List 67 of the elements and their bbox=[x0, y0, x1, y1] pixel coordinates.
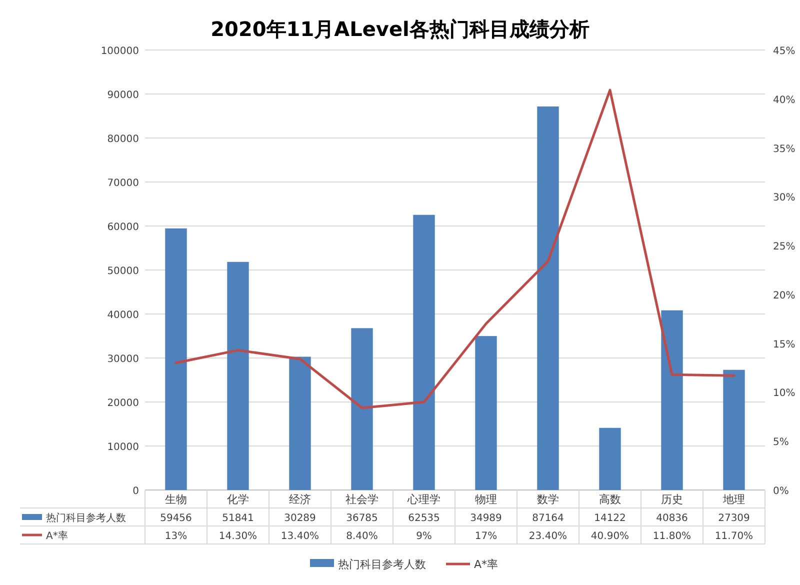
chart-title: 2020年11月ALevel各热门科目成绩分析 bbox=[210, 17, 590, 41]
data-label: 13.40% bbox=[280, 531, 320, 542]
data-label: 36785 bbox=[346, 513, 378, 524]
bar bbox=[537, 106, 559, 490]
legend-label: A*率 bbox=[474, 558, 498, 571]
x-tick-label: 地理 bbox=[722, 493, 745, 506]
data-label: 51841 bbox=[222, 513, 254, 524]
y2-tick-label: 5% bbox=[773, 437, 789, 448]
y2-tick-label: 30% bbox=[773, 192, 796, 204]
y2-tick-label: 20% bbox=[773, 290, 796, 302]
data-label: 11.70% bbox=[714, 531, 754, 542]
data-label: 23.40% bbox=[528, 531, 568, 542]
data-label: 27309 bbox=[718, 513, 750, 524]
y-tick-label: 70000 bbox=[107, 178, 139, 189]
bar bbox=[227, 262, 249, 490]
bar bbox=[413, 214, 435, 490]
x-tick-label: 心理学 bbox=[406, 493, 440, 506]
x-tick-label: 高数 bbox=[599, 493, 621, 506]
data-label: 9% bbox=[416, 531, 432, 542]
bar bbox=[165, 228, 187, 490]
data-label: 30289 bbox=[284, 513, 316, 524]
y-tick-label: 10000 bbox=[107, 442, 139, 453]
y2-tick-label: 15% bbox=[773, 339, 796, 350]
y2-tick-label: 35% bbox=[773, 144, 796, 155]
y2-tick-label: 45% bbox=[773, 46, 796, 57]
bar bbox=[289, 356, 311, 490]
y-tick-label: 20000 bbox=[107, 398, 139, 409]
data-label: 59456 bbox=[160, 513, 192, 524]
data-label: 8.40% bbox=[346, 531, 378, 542]
y2-tick-label: 25% bbox=[773, 242, 796, 253]
data-label: 87164 bbox=[532, 513, 564, 524]
y2-tick-label: 0% bbox=[773, 486, 789, 497]
data-label: 11.80% bbox=[652, 531, 692, 542]
data-label: 40.90% bbox=[590, 531, 630, 542]
bar bbox=[599, 428, 621, 490]
y-tick-label: 80000 bbox=[107, 134, 139, 145]
x-tick-label: 化学 bbox=[227, 493, 249, 506]
y-tick-label: 30000 bbox=[107, 354, 139, 365]
x-tick-label: 社会学 bbox=[346, 493, 378, 506]
y-tick-label: 0 bbox=[132, 486, 139, 497]
y2-tick-label: 10% bbox=[773, 388, 796, 400]
x-tick-label: 数学 bbox=[537, 493, 559, 506]
x-tick-label: 生物 bbox=[165, 493, 187, 506]
text: 热门科目参考人数 bbox=[338, 558, 426, 571]
y-tick-label: 100000 bbox=[100, 46, 139, 57]
bar bbox=[661, 310, 683, 490]
x-tick-label: 经济 bbox=[289, 493, 311, 506]
x-tick-label: 历史 bbox=[661, 493, 683, 506]
data-label: 13% bbox=[164, 531, 188, 542]
data-label: 40836 bbox=[656, 513, 688, 524]
bar bbox=[351, 328, 373, 490]
data-label: 14122 bbox=[594, 513, 626, 524]
y-tick-label: 40000 bbox=[107, 310, 139, 321]
bar bbox=[475, 336, 497, 490]
legend-label: 热门科目参考人数 bbox=[46, 512, 126, 524]
y-tick-label: 50000 bbox=[107, 266, 139, 277]
data-label: 14.30% bbox=[218, 531, 258, 542]
data-label: 34989 bbox=[470, 513, 502, 524]
data-label: 17% bbox=[474, 531, 498, 542]
bar bbox=[723, 370, 745, 490]
y-tick-label: 90000 bbox=[107, 90, 139, 101]
y-tick-label: 60000 bbox=[107, 222, 139, 233]
data-label: 62535 bbox=[408, 513, 440, 524]
line-series bbox=[174, 88, 736, 410]
text: A*率 bbox=[46, 531, 68, 542]
x-tick-label: 物理 bbox=[475, 493, 497, 506]
y2-tick-label: 40% bbox=[773, 94, 796, 106]
